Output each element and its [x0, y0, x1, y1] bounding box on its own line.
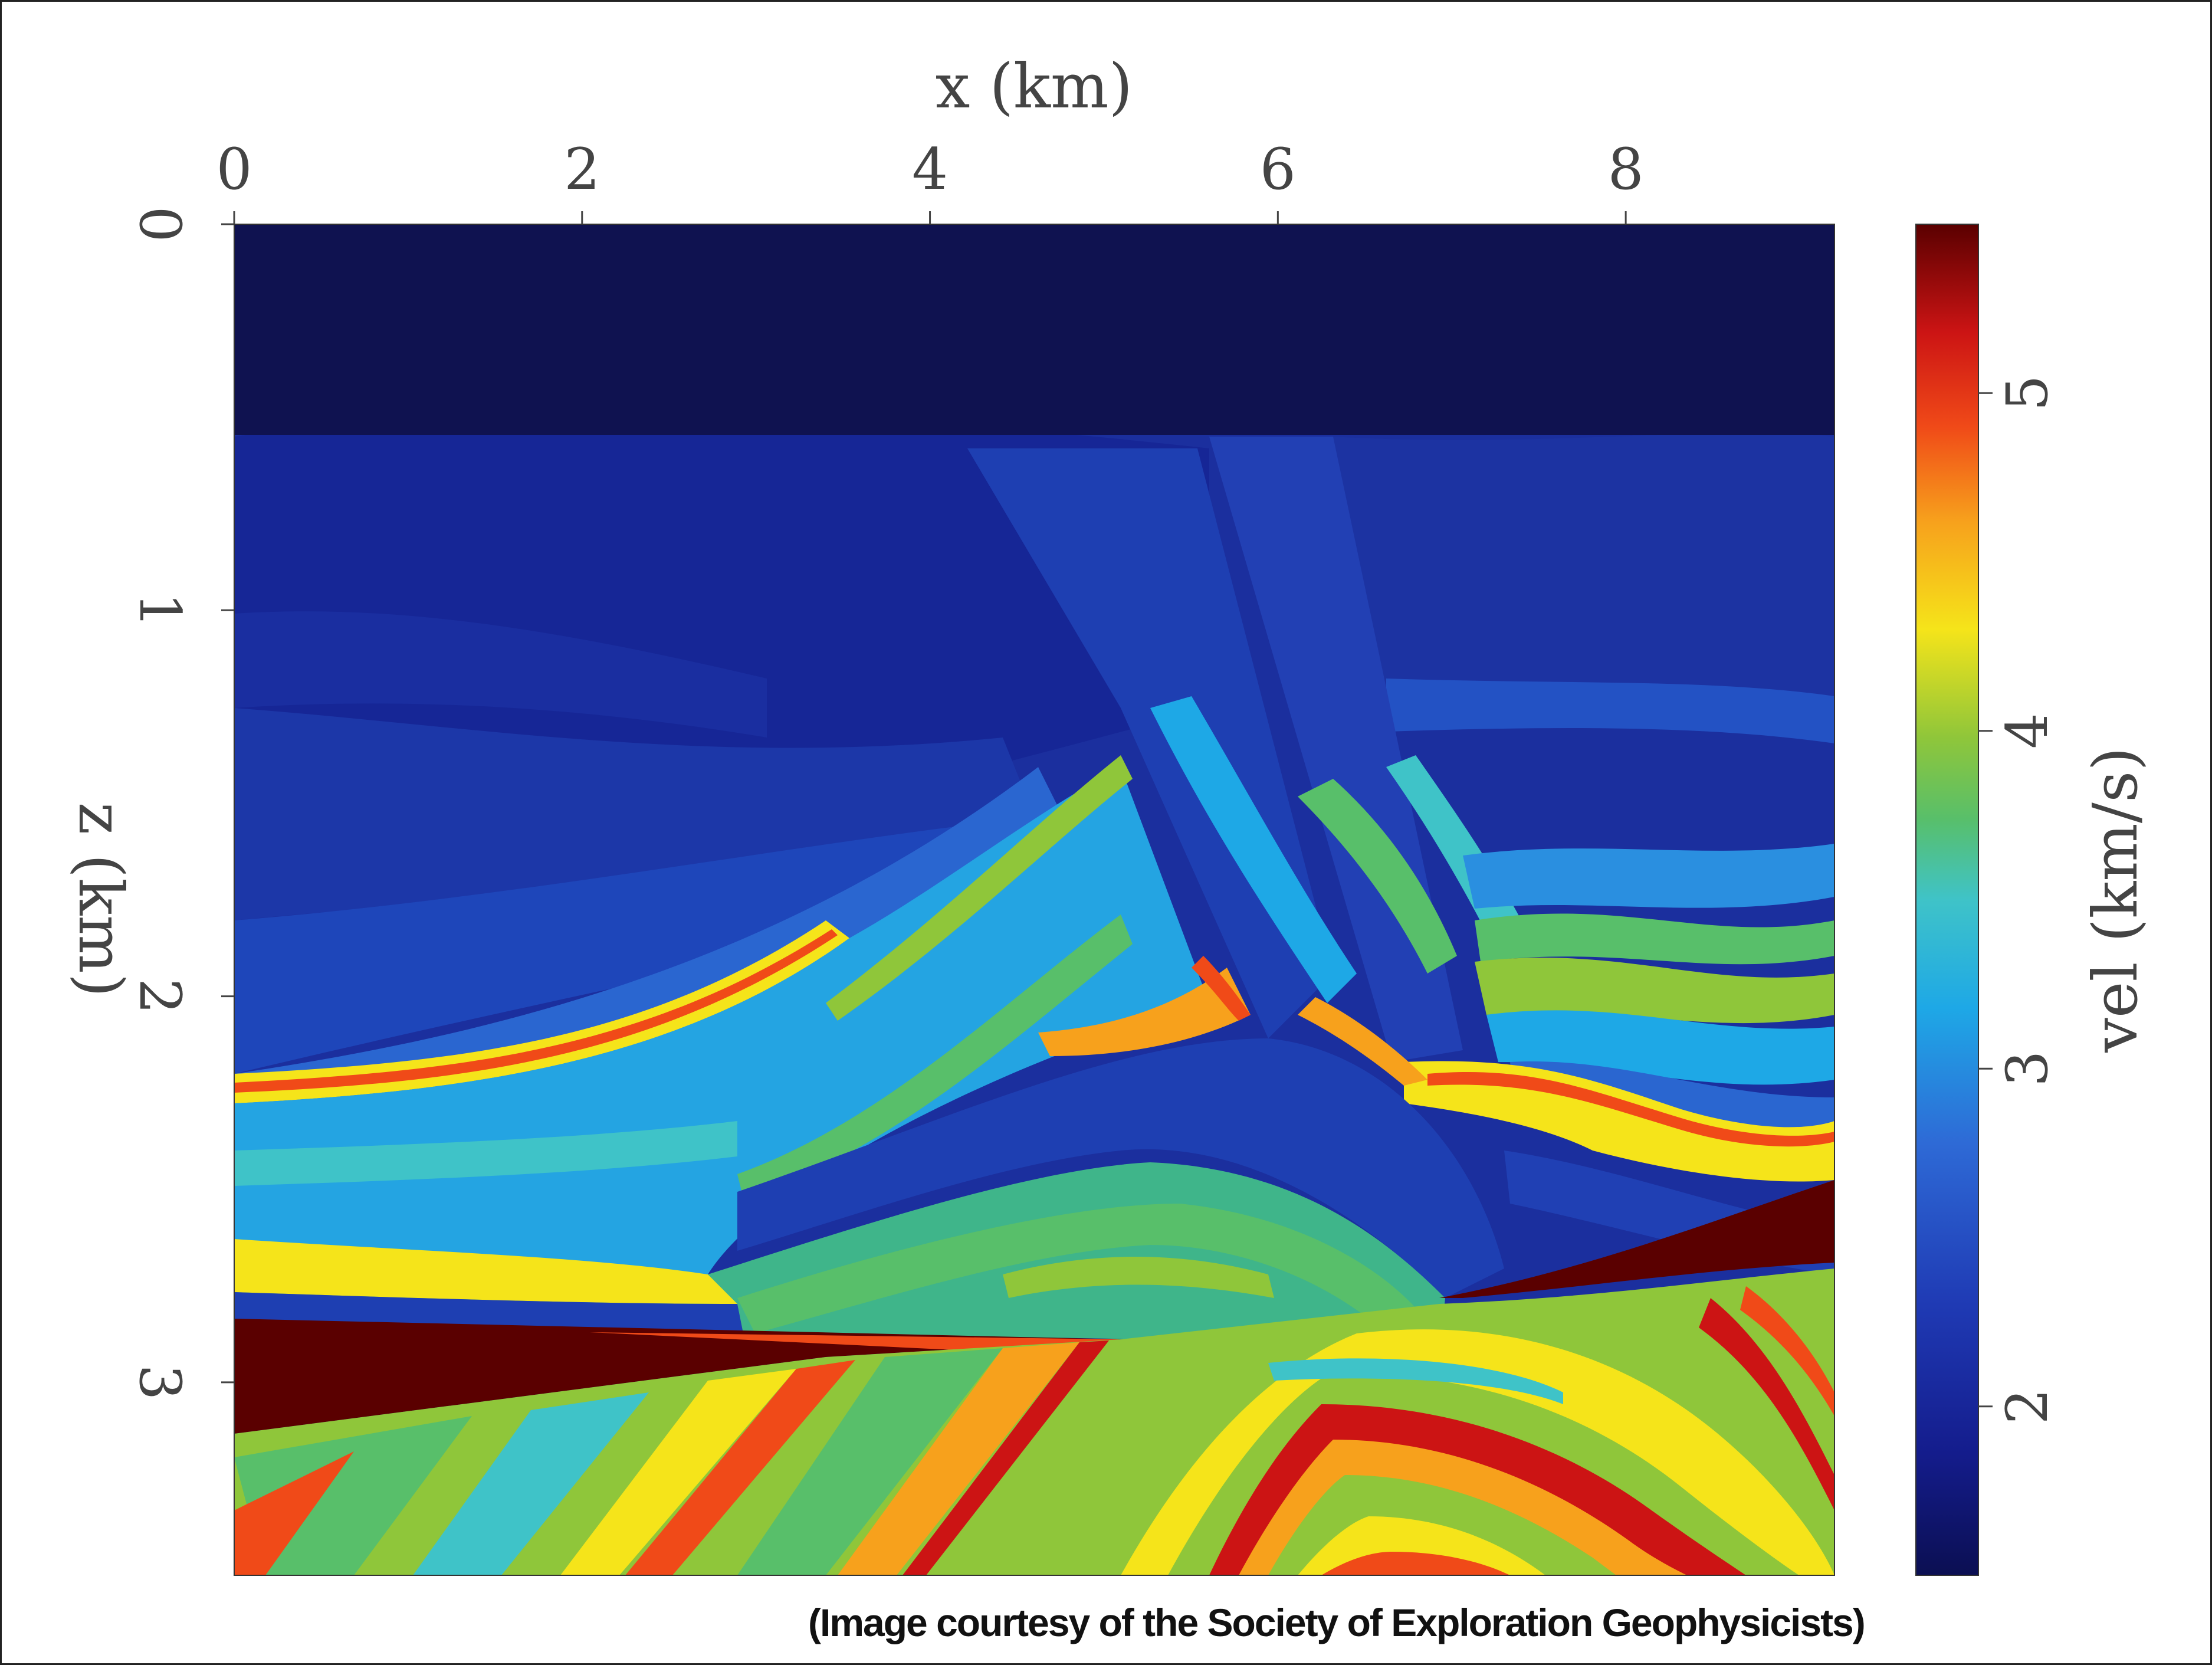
- velocity-heatmap: [234, 224, 1834, 1575]
- colorbar-tick-label: 2: [1994, 1388, 2060, 1424]
- y-tick-label: 0: [127, 206, 193, 242]
- colorbar: 2 3 4 5 vel (km/s): [1915, 224, 2151, 1576]
- y-tick-label: 1: [127, 592, 193, 628]
- y-tick-label: 3: [127, 1364, 193, 1400]
- colorbar-tick-label: 5: [1994, 375, 2060, 411]
- x-tick-label: 8: [1608, 136, 1644, 202]
- colorbar-tick-label: 3: [1994, 1051, 2060, 1087]
- colorbar-tick-label: 4: [1994, 713, 2060, 749]
- x-tick-label: 0: [216, 136, 252, 202]
- colorbar-gradient: [1915, 224, 1979, 1576]
- x-tick-label: 4: [912, 136, 948, 202]
- x-axis-label: x (km): [936, 50, 1133, 122]
- x-tick-label: 2: [564, 136, 600, 202]
- x-tick-label: 6: [1260, 136, 1296, 202]
- y-axis: 0 1 2 3: [127, 206, 234, 1400]
- x-axis: 0 2 4 6 8: [216, 136, 1644, 224]
- y-tick-label: 2: [127, 978, 193, 1014]
- image-credit-caption: (Image courtesy of the Society of Explor…: [808, 1601, 1866, 1644]
- colorbar-ticks: 2 3 4 5: [1978, 375, 2060, 1424]
- colorbar-label: vel (km/s): [2079, 747, 2151, 1053]
- y-axis-label: z (km): [65, 802, 137, 998]
